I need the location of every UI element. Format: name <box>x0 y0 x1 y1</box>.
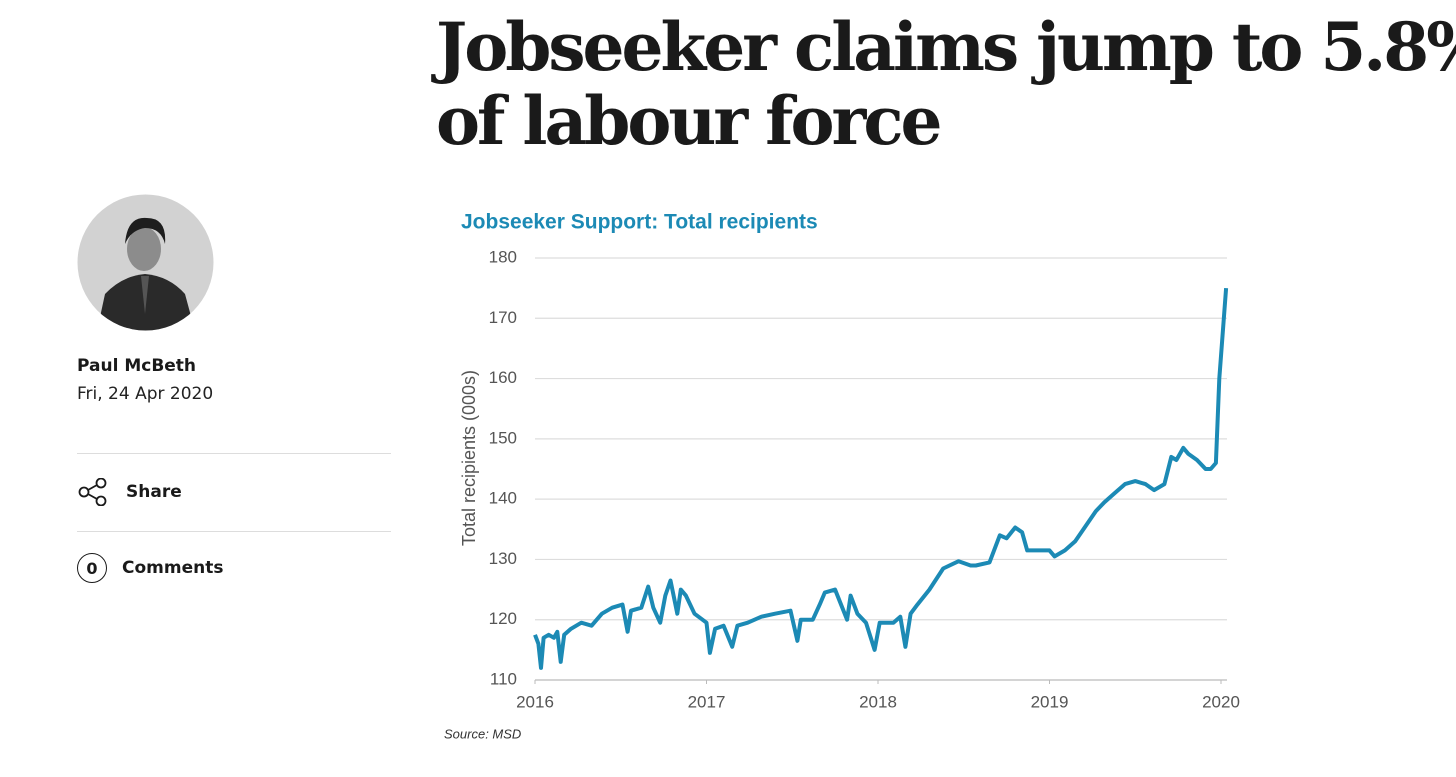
divider <box>77 453 391 454</box>
x-tick-label: 2016 <box>516 692 554 711</box>
y-tick-label: 150 <box>489 428 517 447</box>
share-button[interactable]: Share <box>77 478 182 506</box>
share-label: Share <box>126 482 182 502</box>
divider <box>77 531 391 532</box>
y-tick-label: 160 <box>489 368 517 387</box>
y-tick-label: 130 <box>489 549 517 568</box>
y-tick-label: 180 <box>489 247 517 266</box>
chart-source: Source: MSD <box>444 726 521 741</box>
y-tick-label: 140 <box>489 489 517 508</box>
share-icon <box>78 478 107 506</box>
headline: Jobseeker claims jump to 5.8% <box>436 8 1456 86</box>
y-tick-label: 120 <box>489 609 517 628</box>
x-tick-label: 2019 <box>1031 692 1069 711</box>
author-avatar <box>77 194 214 331</box>
comments-button[interactable]: 0 Comments <box>77 553 223 583</box>
y-tick-label: 110 <box>490 669 517 688</box>
chart-title: Jobseeker Support: Total recipients <box>461 211 818 234</box>
y-axis-label: Total recipients (000s) <box>459 370 479 546</box>
x-tick-label: 2020 <box>1202 692 1240 711</box>
y-tick-label: 170 <box>489 308 517 327</box>
x-tick-label: 2018 <box>859 692 897 711</box>
headline: of labour force <box>436 82 942 160</box>
x-tick-label: 2017 <box>688 692 726 711</box>
comments-label: Comments <box>122 558 224 578</box>
author-name: Paul McBeth <box>77 356 197 376</box>
comments-count: 0 <box>77 553 107 583</box>
data-line <box>533 287 1229 670</box>
publish-date: Fri, 24 Apr 2020 <box>77 384 214 404</box>
